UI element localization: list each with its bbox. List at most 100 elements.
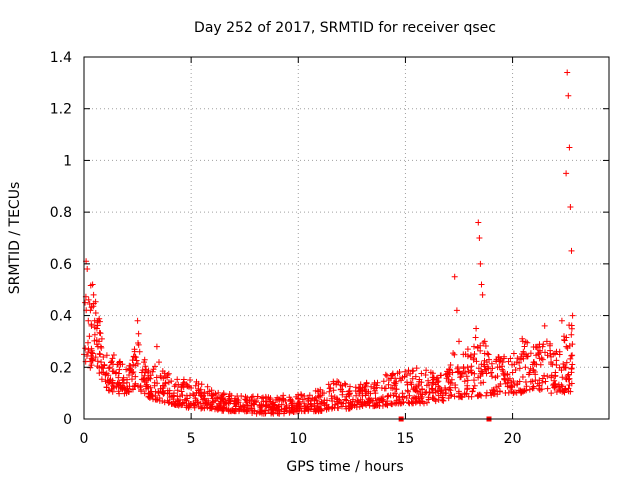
data-point — [354, 397, 361, 404]
data-point — [188, 385, 195, 391]
data-point — [103, 384, 110, 391]
data-point — [109, 355, 116, 362]
data-point — [561, 333, 567, 340]
data-point — [265, 407, 272, 414]
data-point — [85, 317, 92, 324]
data-point — [568, 331, 575, 338]
data-point — [231, 400, 237, 407]
data-point — [183, 392, 190, 399]
data-point — [329, 404, 336, 411]
data-point — [159, 368, 166, 375]
data-point — [522, 364, 529, 371]
y-tick-label: 1 — [63, 153, 72, 169]
data-point — [493, 384, 500, 391]
data-point — [564, 69, 571, 76]
data-point — [192, 395, 199, 402]
data-point — [510, 378, 517, 385]
data-point — [141, 359, 147, 366]
data-point — [514, 381, 521, 388]
data-point — [128, 366, 135, 373]
data-point — [82, 299, 89, 306]
data-point — [298, 408, 305, 415]
data-point — [89, 281, 96, 288]
data-point — [215, 389, 222, 396]
data-point — [115, 374, 122, 381]
data-point — [479, 370, 486, 377]
data-point — [317, 386, 324, 393]
y-tick-label: 0.6 — [50, 257, 72, 273]
data-point — [382, 371, 389, 378]
data-point — [104, 377, 111, 384]
data-point — [425, 377, 432, 384]
data-point — [282, 397, 289, 404]
data-point — [174, 376, 181, 383]
data-point — [362, 383, 368, 390]
data-point — [241, 408, 248, 415]
data-point — [170, 396, 177, 403]
data-point — [94, 343, 101, 350]
data-point — [109, 388, 116, 395]
y-tick-label: 1.4 — [50, 50, 72, 66]
data-point — [143, 377, 150, 384]
data-point — [168, 378, 175, 385]
data-point — [389, 401, 396, 408]
data-point — [425, 394, 432, 401]
data-point — [117, 382, 124, 389]
plot-frame — [83, 56, 610, 420]
data-point — [447, 362, 454, 368]
data-point — [87, 307, 94, 314]
data-point — [244, 402, 251, 409]
data-point — [134, 360, 141, 367]
data-point — [481, 338, 488, 345]
data-point — [562, 364, 569, 371]
data-point — [111, 385, 117, 391]
data-point — [541, 322, 548, 329]
data-point — [468, 369, 475, 376]
data-point — [159, 388, 166, 395]
data-point — [204, 390, 211, 397]
data-point — [461, 378, 468, 385]
x-tick-label: 5 — [187, 431, 196, 447]
data-point — [158, 374, 165, 381]
data-point — [179, 392, 186, 399]
data-point — [301, 400, 308, 407]
data-point — [557, 386, 564, 393]
data-point — [539, 375, 546, 382]
data-point — [403, 395, 410, 401]
data-point — [392, 375, 399, 382]
data-point — [301, 393, 308, 399]
data-point — [372, 390, 379, 397]
data-point — [269, 400, 276, 407]
data-point — [518, 353, 525, 360]
data-point — [505, 358, 512, 365]
data-point — [478, 281, 485, 288]
data-point — [404, 387, 411, 394]
data-point — [301, 403, 308, 410]
data-point — [536, 385, 542, 392]
data-point — [136, 348, 143, 355]
data-point — [569, 341, 576, 348]
data-point — [121, 385, 128, 391]
data-point — [397, 400, 404, 407]
data-point — [180, 379, 187, 386]
data-point — [260, 394, 266, 401]
data-point — [166, 387, 173, 394]
data-point — [93, 325, 100, 332]
data-point — [334, 378, 341, 385]
data-point — [330, 380, 337, 387]
data-point — [403, 372, 410, 379]
data-point — [513, 359, 520, 366]
data-point — [535, 351, 542, 358]
data-point — [339, 388, 346, 395]
data-point — [316, 406, 323, 413]
data-point — [477, 260, 484, 267]
data-point — [495, 383, 502, 390]
data-point — [504, 371, 511, 377]
data-point — [457, 393, 464, 400]
data-point — [539, 379, 546, 386]
data-point — [516, 365, 523, 372]
data-point — [568, 352, 575, 359]
data-point — [171, 390, 177, 397]
data-point — [447, 379, 454, 386]
data-point — [194, 399, 201, 406]
